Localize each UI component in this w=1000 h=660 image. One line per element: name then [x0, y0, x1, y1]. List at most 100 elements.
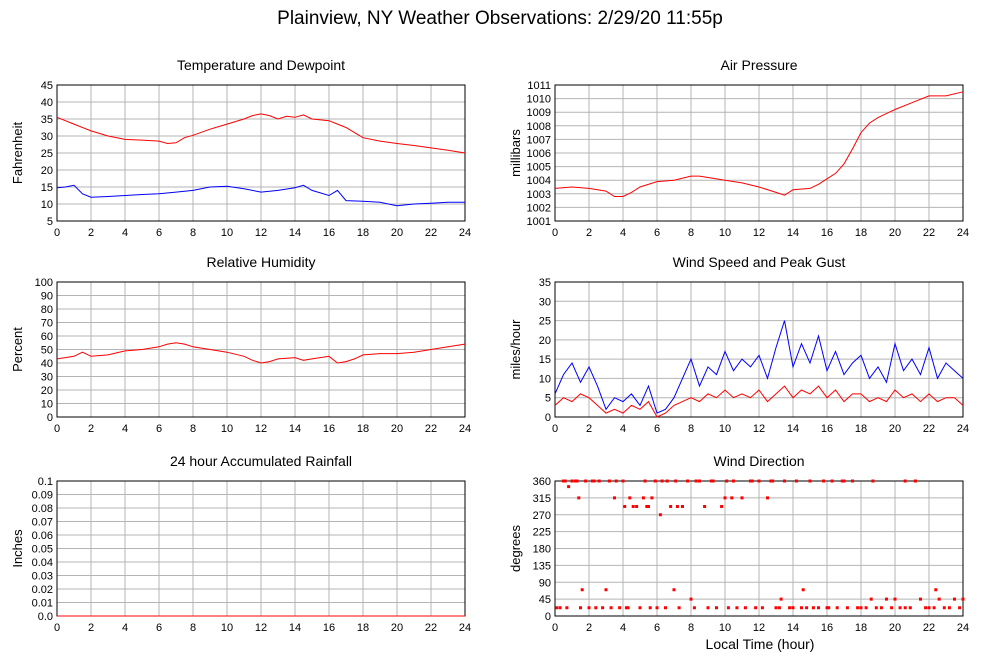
y-tick-label: 0.03: [32, 571, 53, 583]
wind-direction-point: [934, 588, 938, 592]
wind-direction-point: [953, 597, 956, 601]
wind-direction-point: [779, 597, 783, 601]
wind-direction-point: [660, 479, 664, 483]
wind-direction-point: [856, 606, 860, 610]
y-axis-label: degrees: [508, 525, 523, 572]
wind-direction-point: [720, 505, 724, 508]
series-line-red: [56, 342, 466, 364]
wind-direction-point: [805, 606, 809, 610]
x-tick-label: 18: [357, 622, 369, 634]
y-tick-label: 180: [533, 544, 551, 556]
x-tick-label: 20: [889, 423, 901, 435]
wind-direction-point: [584, 479, 588, 483]
wind-direction-point: [567, 485, 571, 489]
wind-direction-point: [681, 505, 684, 508]
y-tick-label: 0.06: [32, 530, 53, 542]
wind-direction-point: [845, 606, 849, 610]
y-axis-label: Percent: [10, 327, 25, 372]
wind-direction-point: [647, 505, 650, 508]
y-tick-label: 360: [533, 476, 551, 488]
y-axis-label: Fahrenheit: [10, 122, 25, 185]
x-tick-label: 4: [620, 423, 626, 435]
x-tick-label: 18: [357, 423, 369, 435]
y-tick-label: 1005: [527, 162, 551, 174]
x-tick-label: 16: [323, 227, 335, 239]
wind-direction-point: [771, 479, 775, 483]
y-tick-label: 5: [545, 393, 551, 405]
wind-direction-point: [766, 496, 769, 500]
x-tick-label: 24: [459, 423, 471, 435]
x-tick-label: 4: [620, 622, 626, 634]
x-tick-label: 0: [552, 622, 558, 634]
x-tick-label: 24: [957, 227, 969, 239]
y-tick-label: 315: [533, 493, 551, 505]
wind-direction-point: [664, 606, 667, 610]
x-tick-label: 14: [787, 622, 799, 634]
y-tick-label: 1004: [527, 175, 551, 187]
x-tick-label: 12: [753, 622, 765, 634]
x-tick-label: 14: [289, 622, 301, 634]
x-tick-label: 0: [54, 622, 60, 634]
wind-direction-point: [740, 496, 744, 500]
chart-title: Relative Humidity: [207, 254, 316, 270]
wind-direction-point: [562, 479, 565, 483]
y-tick-label: 0.05: [32, 544, 53, 556]
y-tick-label: 0.09: [32, 490, 53, 502]
wind-direction-point: [908, 606, 912, 610]
y-tick-label: 1008: [527, 121, 551, 133]
y-tick-label: 0: [47, 412, 53, 424]
x-tick-label: 0: [54, 423, 60, 435]
wind-direction-point: [638, 606, 642, 610]
x-tick-label: 6: [156, 622, 162, 634]
x-tick-label: 8: [190, 622, 196, 634]
wind-direction-point: [641, 496, 645, 500]
x-tick-label: 0: [552, 423, 558, 435]
wind-direction-point: [732, 479, 735, 483]
wind-direction-point: [577, 496, 581, 500]
y-tick-label: 35: [539, 277, 551, 289]
x-tick-label: 8: [688, 423, 694, 435]
wind-direction-point: [613, 496, 616, 500]
series-line-blue: [554, 320, 964, 414]
y-tick-label: 1001: [527, 216, 551, 228]
wind-direction-point: [869, 597, 873, 601]
wind-direction-point: [648, 606, 652, 610]
wind-direction-point: [618, 606, 622, 610]
wind-direction-point: [628, 496, 632, 500]
series-line-blue: [56, 184, 465, 207]
y-tick-label: 50: [41, 345, 53, 357]
chart-wind-speed-and-peak-gust: 0 2 4 6 8 10 12 14 16 18 20 22 2405101520253035Wind …: [508, 254, 969, 435]
y-tick-label: 0.07: [32, 517, 53, 529]
x-tick-label: 22: [425, 227, 437, 239]
x-tick-label: 22: [923, 227, 935, 239]
x-tick-label: 10: [719, 227, 731, 239]
wind-direction-point: [794, 479, 798, 483]
wind-direction-point: [947, 606, 951, 610]
y-tick-label: 60: [41, 331, 53, 343]
wind-direction-point: [769, 479, 773, 483]
x-tick-label: 8: [688, 227, 694, 239]
y-tick-label: 0: [545, 611, 551, 623]
wind-direction-point: [674, 479, 678, 483]
wind-direction-point: [573, 479, 577, 483]
x-tick-label: 6: [654, 622, 660, 634]
wind-direction-point: [885, 597, 888, 601]
wind-direction-point: [859, 606, 863, 610]
y-tick-label: 90: [539, 577, 551, 589]
x-tick-label: 10: [221, 622, 233, 634]
wind-direction-point: [827, 606, 831, 610]
x-tick-label: 18: [855, 227, 867, 239]
x-tick-label: 22: [923, 622, 935, 634]
x-tick-label: 14: [787, 227, 799, 239]
plot-frame: [554, 84, 964, 222]
y-tick-label: 80: [41, 304, 53, 316]
y-tick-label: 1006: [527, 148, 551, 160]
wind-direction-point: [774, 606, 778, 610]
wind-direction-point: [626, 606, 630, 610]
y-tick-label: 30: [41, 372, 53, 384]
x-tick-label: 8: [688, 622, 694, 634]
x-tick-label: 22: [425, 622, 437, 634]
x-tick-label: 14: [787, 423, 799, 435]
wind-direction-point: [783, 479, 786, 483]
